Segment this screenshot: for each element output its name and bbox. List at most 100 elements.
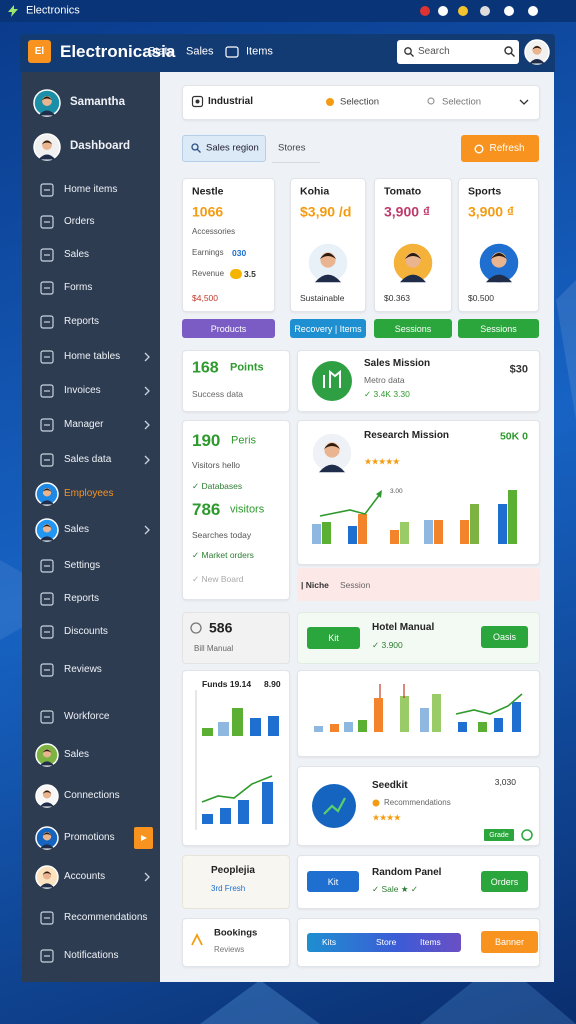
- decor-bar: [512, 702, 521, 732]
- product-line: Earnings: [192, 248, 224, 258]
- menu-icon: [40, 911, 54, 925]
- chevron: [519, 99, 529, 105]
- menu-item[interactable]: Employees: [64, 488, 114, 499]
- avatar-hair: [41, 96, 53, 101]
- search-box[interactable]: [397, 40, 519, 64]
- decor-line: [319, 493, 381, 517]
- refresh-button[interactable]: Refresh: [461, 135, 539, 162]
- filter-option[interactable]: Selection: [340, 96, 380, 108]
- product-card: [182, 178, 275, 312]
- seed-amount: 3,030: [494, 776, 516, 787]
- shape: [8, 5, 18, 17]
- shape: [40, 559, 54, 573]
- decor-bar: [322, 522, 331, 544]
- menu-item[interactable]: Settings: [64, 560, 101, 571]
- banner-button[interactable]: Banner: [481, 931, 538, 953]
- shape: [40, 710, 54, 724]
- decor-bar: [460, 520, 469, 544]
- decor-bar: [344, 722, 353, 732]
- menu-item[interactable]: Sales: [64, 249, 90, 260]
- filter-title: Industrial: [208, 96, 254, 107]
- menu-item[interactable]: Orders: [64, 216, 95, 227]
- menu-item[interactable]: Connections: [64, 790, 120, 801]
- tab-active[interactable]: [182, 135, 266, 162]
- segment-label[interactable]: Store: [376, 936, 397, 947]
- visitors-unit: Peris: [231, 434, 257, 447]
- people-card: [182, 855, 290, 909]
- search-icon: [404, 47, 414, 57]
- seed-title: Seedkit: [372, 780, 408, 791]
- segment-bar[interactable]: [307, 933, 461, 952]
- funds-amount: 8.90: [264, 678, 281, 689]
- menu-item[interactable]: Invoices: [64, 385, 101, 396]
- people-caption: 3rd Fresh: [211, 884, 246, 894]
- avatar: [477, 242, 520, 284]
- decor-bar: [312, 524, 321, 544]
- menu-item[interactable]: Sales: [64, 524, 90, 535]
- decor-bar: [330, 724, 339, 732]
- shape: [40, 663, 54, 677]
- avatar-body: [529, 58, 545, 64]
- visitors-unit: visitors: [230, 503, 265, 516]
- shape: [40, 315, 54, 329]
- seed-badge[interactable]: Grade: [484, 829, 514, 841]
- avatar-body: [39, 500, 55, 505]
- nav-item[interactable]: Stats: [148, 45, 174, 58]
- segment-label[interactable]: Kits: [322, 936, 337, 947]
- product-footer: $0.363: [384, 292, 410, 303]
- logo[interactable]: El: [28, 40, 51, 63]
- chevron: [144, 352, 150, 362]
- avatar-hair: [490, 253, 507, 259]
- profile-name[interactable]: Samantha: [70, 96, 125, 109]
- avatar-hair: [405, 253, 421, 259]
- status-icon: [480, 6, 490, 16]
- random-button[interactable]: Kit: [307, 871, 359, 892]
- menu-icon: [40, 559, 54, 573]
- product-button[interactable]: Sessions: [458, 319, 539, 338]
- nav-item[interactable]: Sales: [186, 45, 214, 58]
- avatar: [33, 133, 61, 161]
- menu-item[interactable]: Discounts: [64, 626, 108, 637]
- menu-item[interactable]: Sales data: [64, 454, 112, 465]
- product-pill: [230, 269, 242, 279]
- tab-label[interactable]: Stores: [278, 142, 306, 154]
- avatar: [392, 242, 434, 284]
- product-button[interactable]: Products: [182, 319, 275, 338]
- hotel-button[interactable]: Oasis: [481, 626, 528, 648]
- menu-item[interactable]: Forms: [64, 282, 93, 293]
- avatar-body: [39, 883, 55, 888]
- tab-label[interactable]: Sales region: [206, 142, 259, 154]
- profile-name[interactable]: Dashboard: [70, 140, 131, 153]
- segment-label[interactable]: Items: [420, 936, 441, 947]
- shape: [312, 784, 356, 828]
- search-button-icon: [504, 46, 515, 57]
- random-button[interactable]: Orders: [481, 871, 528, 892]
- product-line: Revenue: [192, 269, 225, 279]
- menu-item[interactable]: Workforce: [64, 711, 110, 722]
- menu-item[interactable]: Manager: [64, 419, 104, 430]
- menu-item[interactable]: Promotions: [64, 832, 115, 843]
- shape: [141, 835, 147, 841]
- menu-item[interactable]: Notifications: [64, 950, 119, 961]
- decor-line: [201, 775, 273, 803]
- menu-item[interactable]: Recommendations: [64, 912, 148, 923]
- menu-item[interactable]: Reports: [64, 316, 100, 327]
- product-footer: $0.500: [468, 292, 494, 303]
- menu-item[interactable]: Sales: [64, 749, 90, 760]
- nav-item[interactable]: Items: [246, 45, 273, 58]
- product-button[interactable]: Recovery | Items: [290, 319, 366, 338]
- hotel-button[interactable]: Kit: [307, 627, 360, 649]
- avatar-hair: [320, 253, 336, 259]
- menu-item[interactable]: Home tables: [64, 351, 121, 362]
- menu-item[interactable]: Reports: [64, 593, 100, 604]
- menu-item[interactable]: Accounts: [64, 871, 106, 882]
- status-icon: [528, 6, 538, 16]
- menu-item[interactable]: Reviews: [64, 664, 102, 675]
- filter-option[interactable]: Selection: [442, 96, 482, 108]
- shape: [196, 148, 201, 153]
- avatar-body: [39, 761, 55, 766]
- decor-bar: [220, 808, 231, 824]
- menu-item[interactable]: Home items: [64, 184, 118, 195]
- shape: [410, 53, 414, 57]
- product-button[interactable]: Sessions: [374, 319, 452, 338]
